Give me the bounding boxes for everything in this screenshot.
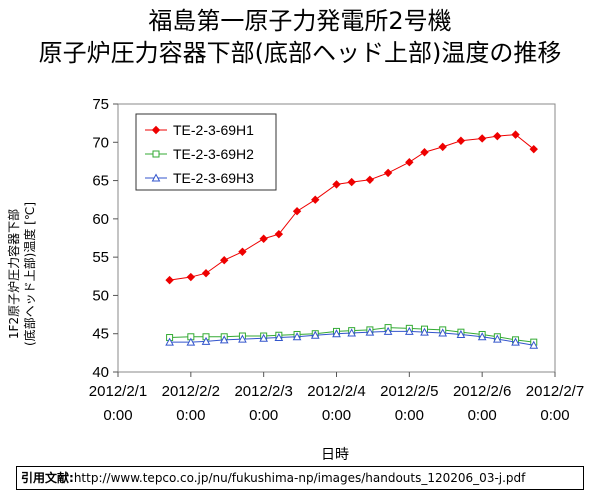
x-tick-time: 0:00 (176, 407, 205, 424)
y-tick-label: 45 (92, 326, 109, 343)
y-axis-label: 1F2原子炉圧力容器下部 (底部ヘッド上部)温度 [℃] (6, 174, 38, 374)
data-point (404, 326, 414, 335)
y-axis-label-line1: 1F2原子炉圧力容器下部 (7, 208, 21, 340)
legend-item: TE-2-3-69H3 (145, 170, 254, 186)
data-point (420, 327, 429, 336)
data-point (151, 125, 161, 135)
data-point (292, 206, 302, 216)
x-tick-time: 0:00 (395, 407, 424, 424)
chart-title-line1: 福島第一原子力発電所2号機 (148, 7, 452, 35)
data-point (347, 177, 356, 187)
legend-label: TE-2-3-69H3 (173, 170, 254, 186)
data-point (420, 148, 429, 157)
chart-title-line2: 原子炉圧力容器下部(底部ヘッド上部)温度の推移 (38, 39, 562, 67)
data-point (201, 269, 211, 278)
data-point (511, 130, 520, 139)
data-point (456, 329, 466, 338)
data-point (152, 150, 160, 158)
data-point (365, 327, 375, 336)
x-tick-time: 0:00 (540, 407, 569, 424)
y-tick-label: 70 (92, 134, 109, 151)
x-tick-time: 0:00 (322, 407, 351, 424)
data-point (493, 131, 502, 141)
data-point (477, 332, 487, 341)
data-point (477, 134, 487, 143)
x-tick-date: 2012/2/7 (526, 383, 584, 400)
y-tick-label: 40 (92, 364, 109, 381)
source-label: 引用文献: (21, 471, 74, 485)
data-point (332, 180, 341, 189)
data-point (311, 195, 320, 204)
data-point (529, 144, 538, 154)
x-tick-date: 2012/2/3 (234, 383, 292, 400)
series-TE-2-3-69H3 (165, 326, 539, 349)
legend: TE-2-3-69H1 TE-2-3-69H2 TE-2-3-69H3 (135, 113, 277, 191)
series-TE-2-3-69H1 (165, 130, 538, 285)
x-axis: 2012/2/1 0:00 2012/2/2 0:00 2012/2/3 0:00 2012… (89, 372, 584, 424)
data-point (220, 255, 229, 265)
x-tick-date: 2012/2/5 (380, 383, 438, 400)
data-point (405, 157, 414, 167)
y-tick-label: 50 (92, 287, 109, 304)
x-tick-time: 0:00 (249, 407, 278, 424)
source-url: http://www.tepco.co.jp/nu/fukushima-np/i… (73, 471, 526, 485)
data-point (165, 337, 174, 346)
y-tick-label: 75 (92, 96, 109, 113)
data-point (310, 330, 320, 339)
data-point (511, 337, 520, 346)
legend-label: TE-2-3-69H2 (173, 146, 254, 162)
data-point (274, 332, 284, 342)
data-point (292, 332, 302, 341)
x-tick-time: 0:00 (468, 407, 497, 424)
x-tick-date: 2012/2/6 (453, 383, 511, 400)
y-axis-label-line2: (底部ヘッド上部)温度 [℃] (23, 201, 37, 347)
data-point (493, 334, 502, 343)
data-point (383, 326, 393, 335)
data-point (238, 247, 247, 256)
data-point (365, 175, 375, 185)
data-point (219, 335, 229, 344)
y-axis: 40 45 50 55 60 65 70 75 (92, 96, 118, 381)
data-point (259, 333, 269, 342)
data-point (201, 336, 211, 345)
data-point (151, 173, 161, 182)
data-point (347, 328, 357, 337)
legend-item: TE-2-3-69H2 (145, 146, 254, 162)
data-point (456, 136, 466, 145)
y-tick-label: 65 (92, 173, 109, 190)
x-tick-date: 2012/2/2 (162, 383, 220, 400)
x-tick-date: 2012/2/1 (89, 383, 147, 400)
data-point (165, 275, 174, 285)
series-layer (165, 130, 539, 349)
legend-label: TE-2-3-69H1 (173, 122, 254, 138)
y-tick-label: 60 (92, 211, 109, 228)
data-point (259, 234, 268, 243)
data-point (438, 328, 448, 337)
y-tick-label: 55 (92, 249, 109, 266)
data-point (438, 142, 447, 152)
data-point (529, 340, 539, 349)
data-point (332, 329, 341, 338)
legend-item: TE-2-3-69H1 (145, 122, 254, 138)
data-point (238, 334, 247, 343)
x-axis-label: 日時 (321, 447, 349, 463)
data-point (186, 272, 196, 282)
x-tick-date: 2012/2/4 (307, 383, 365, 400)
source-citation: 引用文献:http://www.tepco.co.jp/nu/fukushima… (16, 466, 584, 490)
data-point (274, 229, 284, 239)
data-point (383, 168, 393, 178)
x-tick-time: 0:00 (103, 407, 132, 424)
data-point (186, 337, 196, 346)
